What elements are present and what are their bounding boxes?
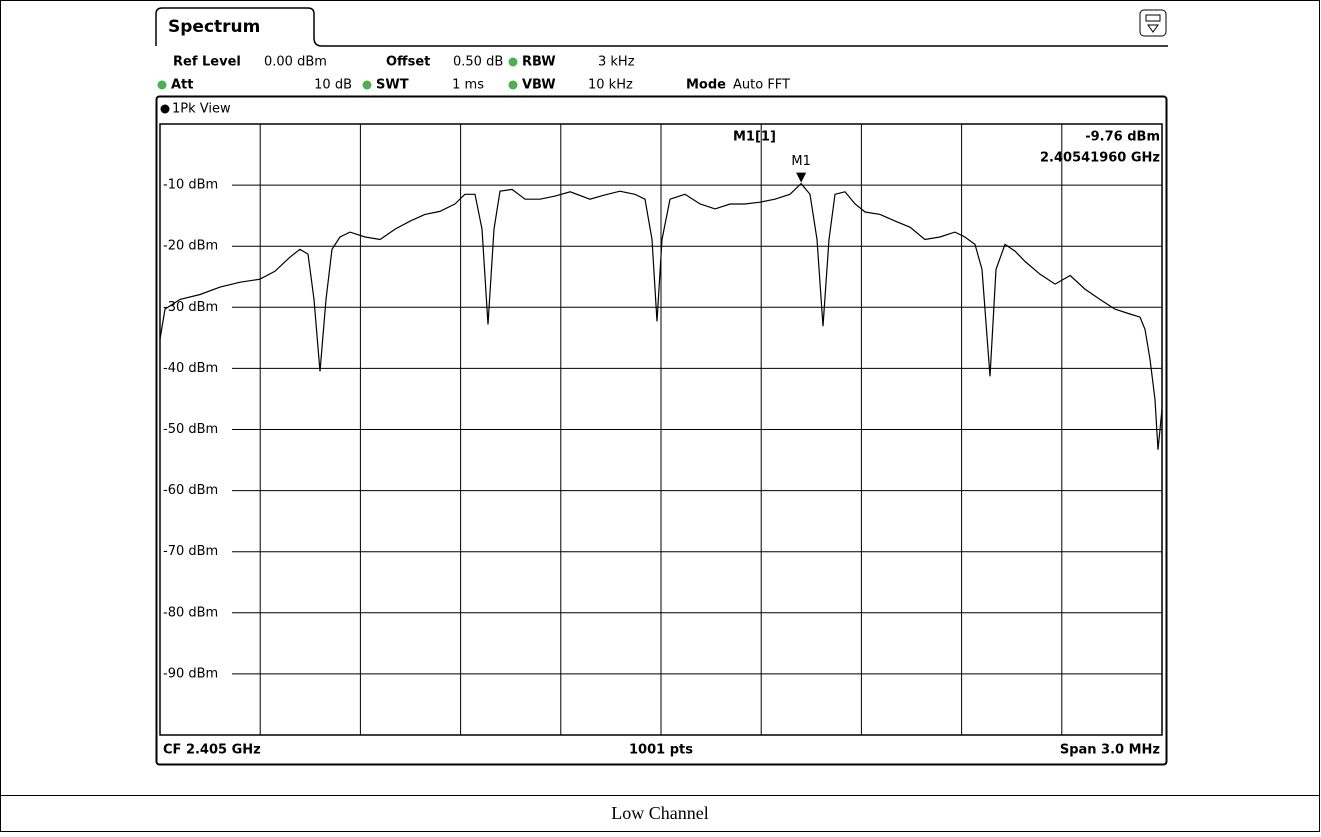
value: 0.00 dBm <box>264 55 327 70</box>
label: Offset <box>386 55 430 70</box>
status-dot <box>362 80 372 90</box>
trace-dot <box>160 104 170 114</box>
marker-triangle <box>796 172 807 183</box>
y-tick-label: -50 dBm <box>163 422 218 437</box>
value: 10 kHz <box>588 78 633 93</box>
label: Att <box>171 78 194 93</box>
y-tick-label: -30 dBm <box>163 300 218 315</box>
y-tick-label: -90 dBm <box>163 666 218 681</box>
value: Auto FFT <box>733 78 790 93</box>
value: 10 dB <box>314 78 352 93</box>
menu-icon-arrow <box>1147 24 1159 33</box>
label: VBW <box>522 78 556 93</box>
value: 0.50 dB <box>453 55 503 70</box>
marker-frequency: 2.40541960 GHz <box>1040 151 1160 166</box>
label: Ref Level <box>173 55 241 70</box>
label: RBW <box>522 55 556 70</box>
footer-center: 1001 pts <box>629 743 693 758</box>
y-tick-label: -40 dBm <box>163 361 218 376</box>
tab-title: Spectrum <box>168 17 260 37</box>
marker-name: M1 <box>791 154 811 169</box>
tab-outline <box>155 7 1168 47</box>
status-dot <box>508 80 518 90</box>
status-dot <box>508 57 518 67</box>
plot-frame <box>155 95 1168 766</box>
y-tick-label: -10 dBm <box>163 178 218 193</box>
y-tick-label: -60 dBm <box>163 483 218 498</box>
trace <box>159 182 1163 450</box>
view-title: 1Pk View <box>172 102 231 117</box>
value: 1 ms <box>452 78 484 93</box>
y-tick-label: -20 dBm <box>163 239 218 254</box>
status-dot <box>157 80 167 90</box>
menu-icon-glyph <box>1145 14 1161 22</box>
caption: Low Channel <box>611 803 708 823</box>
y-tick-label: -70 dBm <box>163 544 218 559</box>
y-tick-label: -80 dBm <box>163 605 218 620</box>
marker-level: -9.76 dBm <box>1085 130 1160 145</box>
label: Mode <box>686 78 726 93</box>
footer-left: CF 2.405 GHz <box>163 743 261 758</box>
label: SWT <box>376 78 409 93</box>
value: 3 kHz <box>598 55 635 70</box>
footer-right: Span 3.0 MHz <box>1060 743 1160 758</box>
marker-title: M1[1] <box>733 130 776 145</box>
